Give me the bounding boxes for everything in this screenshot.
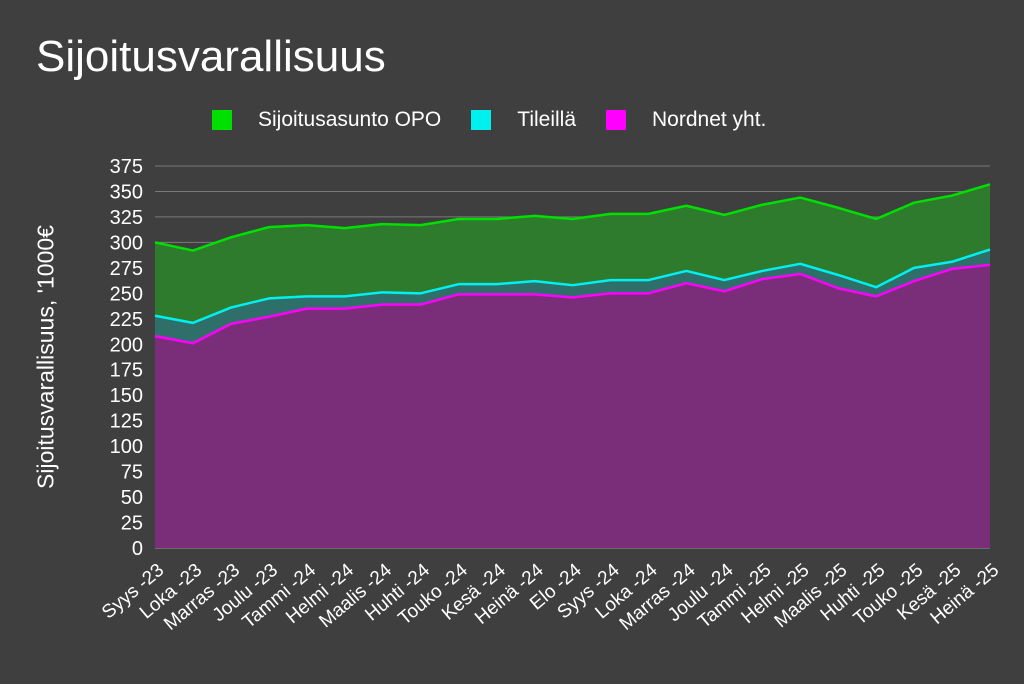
legend-swatch-tileilla: [471, 110, 492, 130]
series-lines: [154, 183, 991, 345]
y-tick-label: 325: [110, 207, 143, 229]
line-series-2: [154, 263, 991, 345]
y-tick-label: 375: [110, 156, 143, 178]
y-tick-label: 25: [121, 513, 143, 535]
y-tick-label: 275: [110, 258, 143, 280]
y-tick-label: 0: [132, 538, 143, 560]
y-tick-label: 300: [110, 232, 143, 254]
series-areas: [155, 184, 990, 548]
legend-swatch-nordnet: [606, 110, 626, 130]
y-tick-label: 150: [110, 385, 143, 407]
y-tick-label: 175: [110, 360, 143, 382]
legend-item-opo: Sijoitusasunto OPO: [212, 108, 441, 132]
legend-item-tileilla: Tileillä: [471, 108, 576, 132]
y-tick-label: 200: [110, 334, 143, 356]
legend-label-opo: Sijoitusasunto OPO: [258, 108, 442, 131]
legend-swatch-opo: [212, 110, 232, 130]
line-series-0: [154, 183, 991, 252]
y-tick-label: 125: [110, 411, 143, 433]
y-tick-label: 75: [121, 462, 143, 484]
y-tick-label: 100: [110, 436, 143, 458]
line-series-1: [154, 248, 991, 325]
chart-title: Sijoitusvarallisuus: [36, 32, 386, 81]
legend-label-tileilla: Tileillä: [517, 108, 576, 131]
y-tick-label: 350: [110, 181, 143, 203]
legend: Sijoitusasunto OPO Tileillä Nordnet yht.: [212, 108, 796, 132]
y-tick-label: 50: [121, 487, 143, 509]
y-tick-label: 250: [110, 283, 143, 305]
legend-label-nordnet: Nordnet yht.: [652, 108, 767, 131]
y-tick-labels: 0 25 50 75 100 125 150 175 200 225 250 275 300 325 350…: [110, 156, 143, 560]
y-tick-label: 225: [110, 309, 143, 331]
legend-item-nordnet: Nordnet yht.: [606, 108, 766, 132]
area-series-2: [155, 264, 990, 548]
